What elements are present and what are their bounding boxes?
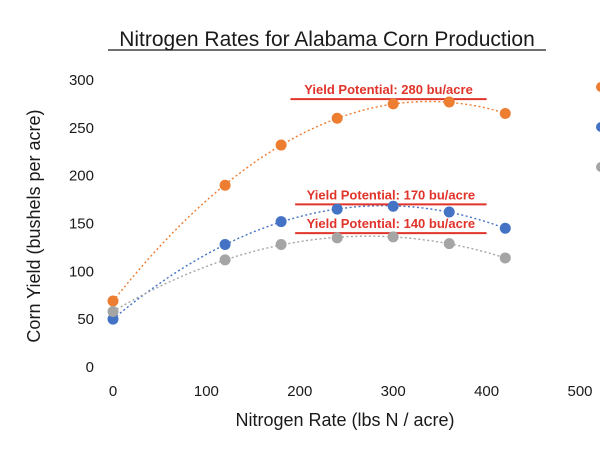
y-tick-label: 50	[77, 311, 94, 328]
y-tick-label: 100	[69, 263, 94, 280]
legend-marker-series-3	[596, 162, 600, 172]
data-point-series-2	[275, 216, 287, 228]
y-axis-label: Corn Yield (bushels per acre)	[24, 109, 44, 342]
trendline-series-1	[112, 100, 506, 302]
data-point-series-1	[443, 96, 455, 108]
data-point-series-3	[331, 232, 343, 244]
trendline-series-2	[112, 204, 506, 320]
data-point-series-2	[387, 200, 399, 212]
data-point-series-1	[387, 98, 399, 110]
x-tick-label: 300	[381, 383, 406, 400]
data-point-series-3	[107, 306, 119, 318]
data-point-series-2	[443, 206, 455, 218]
data-point-series-3	[219, 254, 231, 266]
trendline-series-3	[112, 235, 506, 313]
data-point-series-2	[219, 239, 231, 251]
x-tick-label: 200	[287, 383, 312, 400]
data-point-series-3	[499, 252, 511, 264]
data-point-series-3	[443, 238, 455, 250]
chart-title: Nitrogen Rates for Alabama Corn Producti…	[119, 28, 535, 51]
legend-marker-series-1	[596, 82, 600, 92]
legend	[596, 82, 600, 172]
data-point-series-2	[499, 222, 511, 234]
data-point-series-1	[331, 112, 343, 124]
x-tick-label: 400	[474, 383, 499, 400]
y-tick-label: 200	[69, 168, 94, 185]
y-tick-label: 0	[86, 359, 94, 376]
yield-potential-label: Yield Potential: 170 bu/acre	[307, 187, 476, 202]
data-point-series-2	[331, 203, 343, 215]
yield-potential-label: Yield Potential: 140 bu/acre	[307, 216, 476, 231]
axis-ticks: 0 100 200 300 400 500 0 50 100 150 200 250 300	[69, 72, 593, 400]
data-point-series-1	[499, 107, 511, 119]
x-tick-label: 100	[194, 383, 219, 400]
y-tick-label: 250	[69, 120, 94, 137]
y-tick-label: 300	[69, 72, 94, 89]
data-point-series-2	[107, 313, 119, 325]
x-axis-label: Nitrogen Rate (lbs N / acre)	[235, 410, 454, 430]
x-tick-label: 0	[109, 383, 117, 400]
legend-marker-series-2	[596, 122, 600, 132]
data-points	[107, 96, 511, 325]
trendlines	[112, 100, 506, 320]
x-tick-label: 500	[567, 383, 592, 400]
data-point-series-1	[275, 139, 287, 151]
yield-potential-label: Yield Potential: 280 bu/acre	[304, 82, 473, 97]
data-point-series-3	[275, 239, 287, 251]
annotations: Yield Potential: 280 bu/acre Yield Potent…	[290, 82, 487, 235]
data-point-series-1	[219, 179, 231, 191]
y-tick-label: 150	[69, 216, 94, 233]
data-point-series-3	[387, 231, 399, 243]
data-point-series-1	[107, 295, 119, 307]
